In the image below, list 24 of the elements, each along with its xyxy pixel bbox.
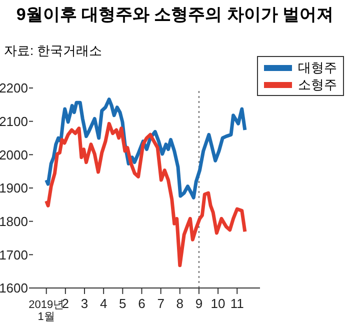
legend-label: 소형주 [298,76,337,93]
y-tick-label: 1700 [0,247,28,262]
x-tick-label: 5 [119,296,126,311]
y-tick-label: 1600 [0,280,28,296]
y-tick-label: 1800 [0,214,28,229]
y-tick-label: 2200 [0,80,28,96]
chart-title: 9월이후 대형주와 소형주의 차이가 벌어져 [15,4,335,26]
y-tick-label: 2100 [0,114,28,129]
x-tick-label: 2019년1월 [28,299,64,323]
x-tick-label: 7 [157,296,164,311]
legend-label: 대형주 [298,59,337,76]
x-tick-label: 2 [62,296,70,311]
y-tick-label: 2000 [0,147,28,162]
y-tick-label: 1900 [0,180,28,196]
x-tick-label: 8 [176,296,184,311]
x-tick-label: 9 [195,296,203,311]
x-tick-label: 3 [80,296,88,311]
x-tick-label: 4 [100,296,108,311]
x-tick-label: 6 [138,296,146,311]
x-tick-label: 11 [230,296,244,311]
chart-subtitle: 자료: 한국거래소 [4,42,102,60]
line-series [44,122,247,268]
x-tick-label: 10 [210,296,226,311]
line-series [44,98,247,200]
